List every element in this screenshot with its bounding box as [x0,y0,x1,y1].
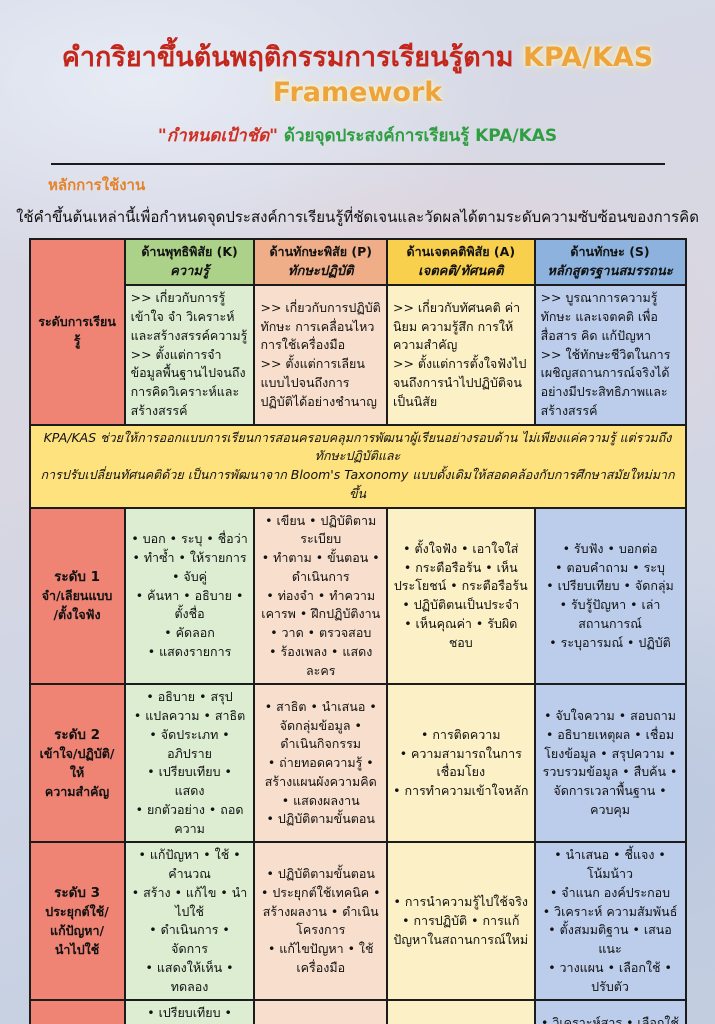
level-name-3: ระดับ 3 [54,885,101,902]
column-title-s: ด้านทักษะ (S) [570,244,650,260]
column-description-k: >> เกี่ยวกับการรู้ เข้าใจ จำ วิเคราะห์ แ… [123,284,256,426]
level-cell-1: ระดับ 1 จำ/เลียนแบบ /ตั้งใจฟัง [28,506,126,686]
column-header-a: ด้านเจตคติพิสัย (A) เจตคติ/ทัศนคติ [385,238,536,287]
corner-cell-learning-level: ระดับการเรียนรู้ [28,238,126,426]
verb-cell-l2-s: • จับใจความ • สอบถาม • อธิบายเหตุผล • เช… [533,683,687,844]
level-subtitle-1: จำ/เลียนแบบ /ตั้งใจฟัง [41,588,113,623]
verb-cell-l3-p: • ปฏิบัติตามขั้นตอน • ประยุกต์ใช้เทคนิค … [253,841,388,1002]
column-title-a: ด้านเจตคติพิสัย (A) [406,244,516,260]
verb-cell-l3-s: • นำเสนอ • ชี้แจง • โน้มน้าว • จำแนก องค… [533,841,687,1002]
page-title: คำกริยาขึ้นต้นพฤติกรรมการเรียนรู้ตาม KPA… [0,0,715,110]
table-header-row: ระดับการเรียนรู้ ด้านพุทธิพิสัย (K) ความ… [28,238,687,426]
level-cell-4: ระดับ 4 วิเคราะห์/ ตรวจสอบ/ มองเห็นภาพรว… [28,999,126,1024]
column-subtitle-s: หลักสูตรฐานสมรรถนะ [547,263,673,279]
level-subtitle-2: เข้าใจ/ปฏิบัติ/ให้ ความสำคัญ [39,746,115,799]
verb-cell-l3-a: • การนำความรู้ไปใช้จริง • การปฏิบัติ • ก… [385,841,536,1002]
level-subtitle-3: ประยุกต์ใช้/ แก้ปัญหา/ นำไปใช้ [45,904,109,957]
table-row-level-2: ระดับ 2 เข้าใจ/ปฏิบัติ/ให้ ความสำคัญ • อ… [28,683,687,844]
verb-cell-l4-k: • เปรียบเทียบ • แยกแยะ • จัดระเบียบ • ตร… [123,999,256,1024]
column-description-p: >> เกี่ยวกับการปฏิบัติ ทักษะ การเคลื่อนไ… [253,284,388,426]
column-subtitle-a: เจตคติ/ทัศนคติ [418,263,504,279]
column-header-s: ด้านทักษะ (S) หลักสูตรฐานสมรรถนะ [533,238,687,287]
verb-cell-l1-k: • บอก • ระบุ • ชื่อว่า • ทำซ้ำ • ให้รายก… [123,506,256,686]
table-row-level-3: ระดับ 3 ประยุกต์ใช้/ แก้ปัญหา/ นำไปใช้ •… [28,841,687,1002]
column-header-k: ด้านพุทธิพิสัย (K) ความรู้ [123,238,256,287]
subtitle-quote: "กำหนดเป้าชัด" [157,126,279,147]
column-header-p: ด้านทักษะพิสัย (P) ทักษะปฏิบัติ [253,238,388,287]
kpa-kas-note: KPA/KAS ช่วยให้การออกแบบการเรียนการสอนคร… [28,423,687,509]
column-description-s: >> บูรณาการความรู้ ทักษะ และเจตคติ เพื่อ… [533,284,687,426]
level-name-2: ระดับ 2 [54,727,101,744]
page-subtitle: "กำหนดเป้าชัด" ด้วยจุดประสงค์การเรียนรู้… [0,122,715,149]
verb-cell-l2-k: • อธิบาย • สรุป • แปลความ • สาธิต • จัดป… [123,683,256,844]
column-description-a: >> เกี่ยวกับทัศนคติ ค่านิยม ความรู้สึก ก… [385,284,536,426]
column-title-p: ด้านทักษะพิสัย (P) [269,244,373,260]
verb-cell-l4-p: • ตรวจสอบข้อมูล • สร้างแผนภาพ • วิเคราะห… [253,999,388,1024]
subtitle-rest: ด้วยจุดประสงค์การเรียนรู้ KPA/KAS [278,126,558,147]
verb-cell-l1-s: • รับฟัง • บอกต่อ • ตอบคำถาม • ระบุ • เป… [533,506,687,686]
verb-cell-l4-a: • การคิดเชิงวิพากษ์ • การมองเห็นภาพรวมแล… [385,999,536,1024]
verb-cell-l3-k: • แก้ปัญหา • ใช้ • คำนวณ • สร้าง • แก้ไข… [123,841,256,1002]
level-name-1: ระดับ 1 [54,569,101,586]
level-cell-2: ระดับ 2 เข้าใจ/ปฏิบัติ/ให้ ความสำคัญ [28,683,126,844]
column-subtitle-p: ทักษะปฏิบัติ [287,263,354,279]
page-title-framework: KPA/KAS Framework [272,42,654,109]
verb-cell-l1-a: • ตั้งใจฟัง • เอาใจใส่ • กระตือรือร้น • … [385,506,536,686]
column-title-k: ด้านพุทธิพิสัย (K) [141,244,238,260]
note-row: KPA/KAS ช่วยให้การออกแบบการเรียนการสอนคร… [28,423,687,509]
level-cell-3: ระดับ 3 ประยุกต์ใช้/ แก้ปัญหา/ นำไปใช้ [28,841,126,1002]
table-row-level-1: ระดับ 1 จำ/เลียนแบบ /ตั้งใจฟัง • บอก • ร… [28,506,687,686]
verb-cell-l1-p: • เขียน • ปฏิบัติตามระเบียบ • ทำตาม • ขั… [253,506,388,686]
verb-cell-l2-a: • การติดความ • ความสามารถในการเชื่อมโยง … [385,683,536,844]
table-row-level-4: ระดับ 4 วิเคราะห์/ ตรวจสอบ/ มองเห็นภาพรว… [28,999,687,1024]
learning-levels-table: ระดับการเรียนรู้ ด้านพุทธิพิสัย (K) ความ… [28,238,687,1024]
verb-cell-l4-s: • วิเคราะห์สาร • เลือกใช้สื่อ • ประเมินค… [533,999,687,1024]
divider-line [50,163,665,166]
column-subtitle-k: ความรู้ [170,263,209,279]
usage-heading: หลักการใช้งาน [48,176,146,195]
verb-cell-l2-p: • สาธิต • นำเสนอ • จัดกลุ่มข้อมูล • ดำเน… [253,683,388,844]
column-description-row: >> เกี่ยวกับการรู้ เข้าใจ จำ วิเคราะห์ แ… [30,284,687,426]
page-title-thai: คำกริยาขึ้นต้นพฤติกรรมการเรียนรู้ตาม [61,42,514,73]
intro-text: ใช้คำขึ้นต้นเหล่านี้เพื่อกำหนดจุดประสงค์… [16,208,699,227]
